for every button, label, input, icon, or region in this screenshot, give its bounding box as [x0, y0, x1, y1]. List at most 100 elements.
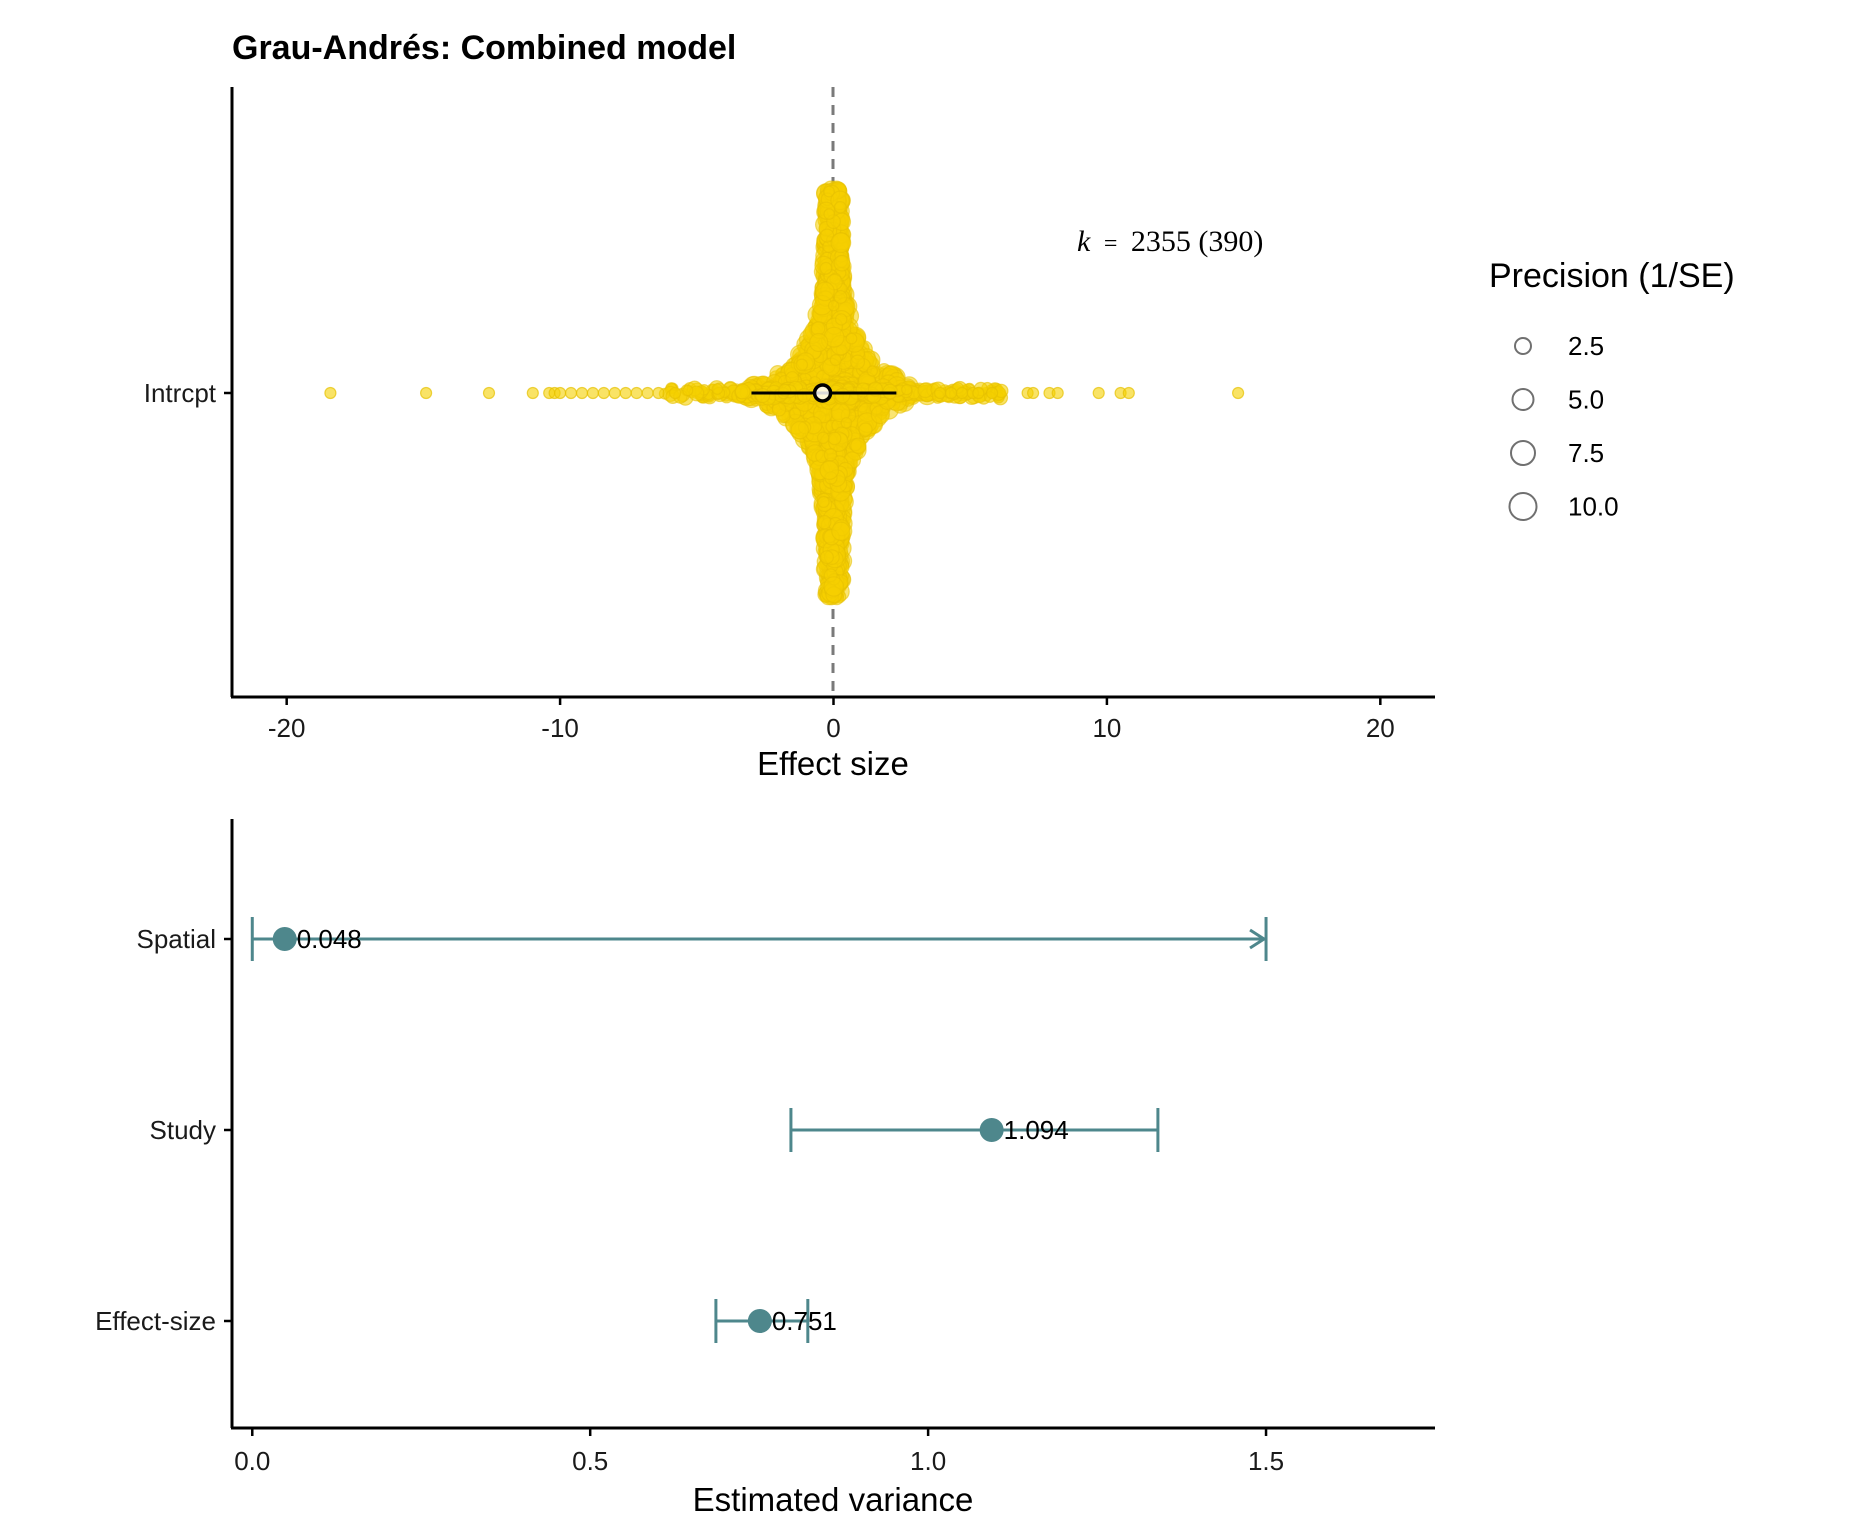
variance-value-label: 1.094	[1004, 1115, 1069, 1145]
effect-size-point	[630, 386, 643, 400]
top-x-tick-label: -10	[541, 713, 579, 743]
bottom-y-tick-label: Spatial	[137, 924, 217, 954]
legend-size-key	[1514, 337, 1532, 355]
effect-size-points	[324, 180, 1245, 606]
effect-size-point	[790, 420, 809, 440]
bottom-y-ticks: Spatial Study Effect-size	[95, 924, 232, 1336]
effect-size-point	[796, 388, 812, 403]
effect-size-point	[795, 358, 809, 372]
overall-estimate	[751, 383, 897, 403]
effect-size-point	[586, 386, 600, 400]
effect-size-point	[835, 313, 848, 326]
effect-size-point	[831, 521, 851, 542]
effect-size-point	[817, 495, 830, 508]
variance-value-label: 0.048	[297, 924, 362, 954]
variance-ci-arrow	[1249, 928, 1267, 950]
effect-size-point	[682, 384, 694, 397]
bottom-x-ticks: 0.0 0.5 1.0 1.5	[234, 1428, 1284, 1476]
top-x-tick-label: 20	[1366, 713, 1395, 743]
effect-size-point	[553, 386, 567, 400]
bottom-y-tick-label: Study	[150, 1115, 217, 1145]
top-y-tick-label: Intrcpt	[144, 378, 217, 408]
effect-size-point	[817, 515, 832, 530]
effect-size-point	[823, 185, 835, 198]
effect-size-point	[830, 232, 852, 254]
bottom-y-tick-label: Effect-size	[95, 1306, 216, 1336]
effect-size-point	[1026, 386, 1040, 400]
effect-size-point	[809, 332, 829, 353]
variance-point	[979, 1118, 1004, 1142]
effect-size-point	[972, 386, 985, 400]
effect-size-point	[858, 422, 873, 437]
effect-size-point	[834, 387, 851, 404]
effect-size-point	[917, 382, 934, 399]
effect-size-point	[829, 354, 842, 367]
effect-size-point	[420, 386, 433, 400]
effect-size-point	[652, 386, 665, 400]
effect-size-point	[823, 208, 835, 220]
effect-size-point	[482, 386, 496, 400]
k-equals: =	[1104, 231, 1118, 257]
legend-size-key	[1511, 388, 1535, 411]
effect-size-point	[564, 386, 578, 400]
effect-size-point	[575, 386, 589, 400]
effect-size-point	[734, 383, 751, 400]
effect-size-point	[816, 431, 830, 445]
legend-label: 5.0	[1568, 385, 1604, 415]
legend-size-key	[1510, 440, 1536, 466]
chart-title: Grau-Andrés: Combined model	[232, 29, 736, 67]
bottom-x-axis-title: Estimated variance	[693, 1481, 974, 1518]
variance-point	[272, 927, 297, 951]
effect-size-point	[901, 383, 913, 396]
legend-size-key	[1508, 492, 1538, 521]
effect-size-point	[668, 386, 682, 400]
effect-size-point	[815, 281, 835, 302]
effect-size-point	[823, 576, 844, 597]
effect-size-point	[819, 261, 833, 275]
effect-size-point	[1092, 386, 1105, 400]
bottom-x-tick-label: 1.0	[910, 1446, 946, 1476]
precision-legend: Precision (1/SE) 2.5 5.0 7.5 10.0	[1489, 257, 1735, 522]
effect-size-point	[608, 386, 621, 400]
effect-size-point	[754, 388, 771, 404]
effect-size-point	[850, 437, 867, 454]
variance-panel: 0.048 1.094 0.751 0.0 0.5 1.0 1.5 Spatial Stud…	[95, 819, 1435, 1518]
effect-size-point	[933, 386, 947, 400]
effect-size-point	[711, 383, 724, 395]
effect-size-point	[819, 550, 834, 565]
effect-size-point	[985, 386, 999, 400]
effect-size-point	[819, 460, 840, 480]
bottom-x-tick-label: 1.5	[1248, 1446, 1284, 1476]
legend-label: 7.5	[1568, 438, 1604, 468]
effect-size-point	[833, 254, 851, 272]
estimate-point	[812, 383, 833, 403]
legend-items: 2.5 5.0 7.5 10.0	[1508, 331, 1619, 522]
effect-size-point	[823, 448, 838, 462]
bottom-x-tick-label: 0.5	[572, 1446, 608, 1476]
effect-size-point	[944, 386, 958, 400]
effect-size-point	[827, 431, 842, 446]
effect-size-point	[827, 300, 840, 312]
top-y-ticks: Intrcpt	[144, 378, 232, 408]
legend-label: 10.0	[1568, 492, 1619, 522]
effect-size-point	[955, 386, 969, 400]
effect-size-point	[866, 365, 879, 377]
effect-size-point	[845, 332, 858, 345]
k-symbol: k	[1077, 225, 1091, 258]
top-x-tick-label: 10	[1092, 713, 1121, 743]
legend-title: Precision (1/SE)	[1489, 257, 1735, 295]
effect-size-point	[1231, 386, 1245, 400]
bottom-x-tick-label: 0.0	[234, 1446, 270, 1476]
variance-value-label: 0.751	[772, 1306, 837, 1336]
k-value: 2355 (390)	[1131, 225, 1263, 258]
k-annotation: k = 2355 (390)	[1077, 225, 1263, 258]
effect-size-point	[840, 417, 853, 429]
variance-estimates: 0.048 1.094 0.751	[250, 917, 1268, 1343]
effect-size-point	[526, 386, 539, 400]
top-x-tick-label: -20	[268, 713, 306, 743]
effect-size-point	[850, 354, 866, 370]
effect-size-point	[1051, 386, 1064, 400]
effect-size-point	[788, 407, 802, 420]
top-x-ticks: -20 -10 0 10 20	[268, 697, 1395, 743]
